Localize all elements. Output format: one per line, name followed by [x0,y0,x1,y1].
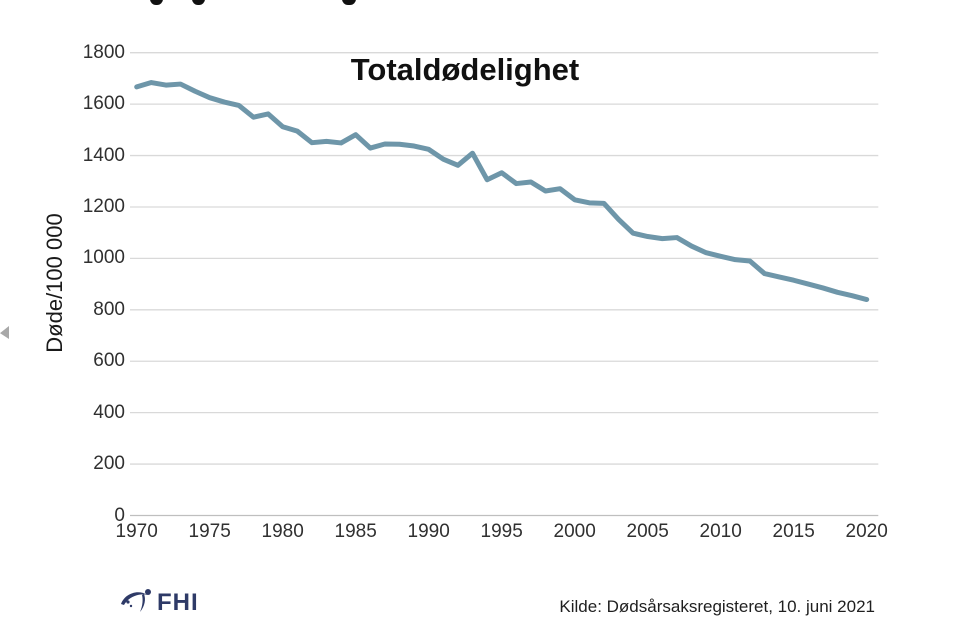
y-tick-label: 1200 [82,195,125,217]
fhi-logo-text: FHI [157,589,199,616]
x-tick-label: 2015 [772,521,815,542]
cropped-text-fragment [342,0,356,5]
fhi-logo: FHI [117,585,199,621]
cropped-text-fragment [150,0,163,5]
y-tick-label: 800 [93,298,125,320]
y-tick-label: 1800 [82,41,125,63]
x-tick-label: 2000 [553,521,596,542]
x-tick-label: 1985 [334,521,377,542]
x-tick-label: 2020 [845,521,888,542]
chart-title: Totaldødelighet [350,52,580,87]
x-tick-label: 1980 [261,521,304,542]
x-tick-label: 1990 [407,521,450,542]
x-tick-label: 2005 [626,521,669,542]
y-tick-label: 0 [114,504,125,526]
source-caption: Kilde: Dødsårsaksregisteret, 10. juni 20… [559,597,875,616]
fhi-swoosh-icon [121,589,151,612]
x-tick-label: 2010 [699,521,742,542]
y-tick-label: 1000 [82,247,125,269]
y-tick-label: 600 [93,350,125,372]
y-axis-title: Døde/100 000 [42,213,67,353]
x-tick-label: 1995 [480,521,523,542]
cropped-text-fragment [192,0,205,5]
edge-artifact-triangle [0,326,9,339]
x-tick-label: 1970 [115,521,158,542]
x-tick-label: 1975 [188,521,231,542]
y-tick-label: 1400 [82,144,125,166]
y-tick-label: 200 [93,453,125,475]
mortality-series-line [134,80,870,303]
y-tick-label: 1600 [82,93,125,115]
y-tick-label: 400 [93,401,125,423]
